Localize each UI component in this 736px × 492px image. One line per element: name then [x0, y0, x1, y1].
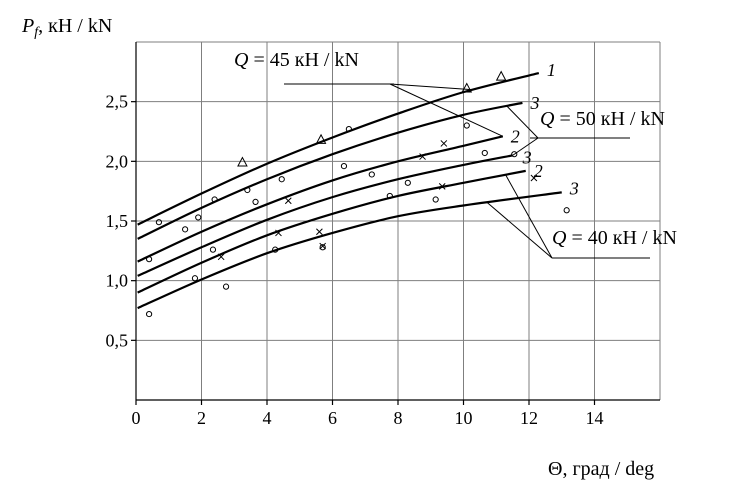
annotation-symbol: Q	[552, 227, 567, 249]
circle-marker	[191, 275, 199, 282]
circle-marker	[340, 163, 348, 170]
annotation-leaders	[284, 83, 650, 259]
circle-marker	[222, 283, 230, 290]
circle-marker	[463, 122, 470, 129]
circle-marker	[211, 196, 218, 203]
curve-line	[137, 135, 504, 263]
triangle-marker	[495, 70, 507, 81]
y-axis-symbol: P	[21, 15, 34, 37]
cross-marker	[275, 229, 282, 237]
grid-lines	[136, 41, 661, 400]
annotation-leader-line	[505, 104, 539, 139]
cross-marker	[217, 253, 225, 261]
curve-label: 3	[529, 93, 539, 113]
x-tick-label: 14	[586, 408, 604, 428]
annotation-rest: = 45 кН / kN	[248, 49, 358, 71]
y-tick-label: 1,5	[106, 211, 129, 231]
cross-marker	[438, 183, 446, 190]
curve-line	[137, 169, 526, 294]
y-tick-labels: 0,5 1,0 1,5 2,0 2,5	[106, 92, 129, 351]
curve-label: 2	[511, 126, 520, 146]
y-tick-label: 2,0	[106, 151, 129, 171]
curve-label: 3	[522, 147, 532, 167]
y-axis-subscript: f	[34, 25, 40, 40]
circle-marker	[244, 186, 251, 194]
circle-marker	[146, 310, 153, 318]
annotation-symbol: Q	[540, 108, 555, 130]
annotation-leader-line	[512, 137, 539, 156]
circle-marker	[368, 171, 375, 178]
annotation-text: Q = 45 кН / kN	[234, 49, 359, 71]
data-markers	[146, 70, 570, 318]
cross-marker	[319, 242, 327, 250]
curve-label: 2	[534, 161, 543, 181]
cross-marker	[530, 174, 538, 182]
circle-marker	[319, 244, 326, 251]
cross-marker	[419, 153, 426, 160]
annotation-leader-line	[486, 201, 553, 259]
circle-marker	[146, 256, 153, 263]
triangle-marker	[237, 156, 248, 167]
axes	[131, 42, 660, 405]
cross-marker	[316, 228, 323, 236]
y-tick-label: 0,5	[106, 330, 129, 350]
circle-marker	[182, 226, 189, 233]
circle-marker	[404, 179, 411, 186]
annotation-text: Q = 50 кН / kN	[540, 108, 665, 130]
annotation-leader-line	[389, 83, 474, 91]
circle-marker	[252, 198, 259, 206]
curve-label: 1	[547, 60, 556, 80]
y-tick-label: 2,5	[106, 92, 129, 112]
annotation-rest: = 40 кН / kN	[566, 227, 676, 249]
curve-label: 3	[569, 178, 579, 198]
annotation-rest: = 50 кН / kN	[554, 108, 664, 130]
curve-line	[137, 154, 513, 277]
annotation-symbol: Q	[234, 49, 249, 71]
circle-marker	[432, 196, 439, 203]
annotation-text: Q = 40 кН / kN	[552, 227, 677, 249]
circle-marker	[386, 192, 393, 200]
y-tick-label: 1,0	[106, 271, 129, 291]
x-tick-label: 4	[263, 408, 272, 428]
triangle-marker	[461, 82, 473, 93]
annotations: Q = 45 кН / kNQ = 50 кН / kNQ = 40 кН / …	[234, 49, 677, 249]
circle-marker	[272, 246, 279, 253]
x-tick-labels: 0 2 4 6 8 10 12 14	[132, 408, 604, 428]
x-tick-label: 8	[394, 408, 403, 428]
x-axis-label: Θ, град / deg	[548, 458, 654, 480]
circle-marker	[481, 149, 488, 157]
x-tick-label: 12	[520, 408, 538, 428]
circle-marker	[563, 207, 570, 214]
circle-marker	[278, 176, 285, 183]
y-axis-label: Pf, кН / kN	[21, 15, 112, 40]
annotation-leader-line	[505, 175, 553, 259]
circle-marker	[209, 246, 217, 253]
circle-marker	[345, 126, 352, 133]
cross-marker	[440, 140, 448, 147]
y-axis-units: , кН / kN	[38, 15, 112, 37]
annotation-leader-line	[389, 83, 504, 137]
curve-line	[137, 101, 523, 240]
x-tick-label: 6	[328, 408, 337, 428]
x-tick-label: 0	[132, 408, 141, 428]
triangle-marker	[315, 133, 327, 144]
curves	[137, 71, 562, 310]
circle-marker	[511, 151, 518, 158]
curve-line	[137, 71, 540, 226]
circle-marker	[155, 219, 163, 226]
cross-marker	[284, 197, 292, 205]
x-tick-label: 10	[455, 408, 473, 428]
curve-line	[137, 191, 562, 310]
circle-marker	[195, 214, 202, 221]
x-tick-label: 2	[197, 408, 206, 428]
